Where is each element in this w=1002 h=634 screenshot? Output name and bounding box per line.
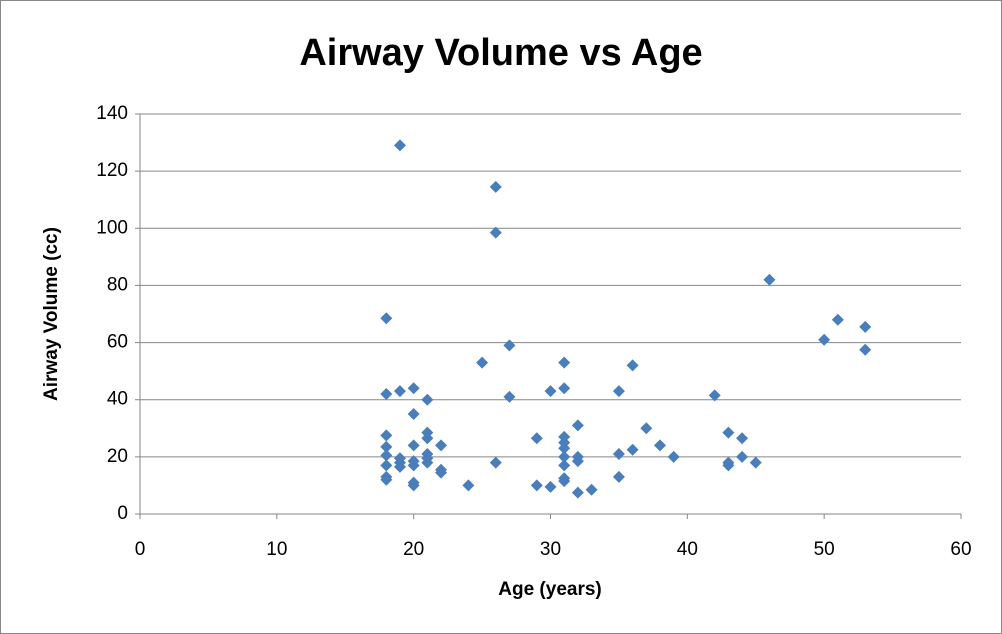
point <box>489 180 502 193</box>
x-tick-label: 40 <box>677 539 698 560</box>
point <box>380 473 393 486</box>
y-tick-label: 120 <box>96 160 128 181</box>
point <box>612 470 625 483</box>
point <box>421 432 434 445</box>
point <box>489 456 502 469</box>
point <box>571 486 584 499</box>
point <box>544 385 557 398</box>
point <box>558 442 571 455</box>
point <box>571 419 584 432</box>
point <box>831 313 844 326</box>
y-tick-label: 60 <box>107 332 128 353</box>
point <box>380 388 393 400</box>
point <box>393 460 406 473</box>
point <box>407 382 420 395</box>
point <box>763 273 776 286</box>
point <box>489 226 502 239</box>
point <box>558 475 571 488</box>
point <box>462 479 475 492</box>
y-axis-label: Airway Volume (cc) <box>41 227 62 401</box>
point <box>749 456 762 469</box>
point <box>571 455 584 468</box>
y-tick-label: 20 <box>107 446 128 467</box>
y-tick-label: 140 <box>96 103 128 124</box>
point <box>626 359 639 372</box>
point <box>435 439 448 452</box>
point <box>653 439 666 452</box>
point <box>736 432 749 445</box>
point <box>380 449 393 462</box>
point <box>407 439 420 452</box>
point <box>476 356 489 369</box>
point <box>503 390 516 403</box>
point <box>626 443 639 456</box>
point <box>380 429 393 442</box>
point <box>380 312 393 325</box>
point <box>503 339 516 352</box>
point <box>708 389 721 402</box>
point <box>859 320 872 333</box>
point <box>435 466 448 479</box>
point <box>530 432 543 445</box>
point <box>640 422 653 435</box>
point <box>407 408 420 420</box>
point <box>407 459 420 472</box>
point <box>530 479 543 492</box>
x-tick-label: 50 <box>814 539 835 560</box>
x-tick-label: 0 <box>135 539 146 560</box>
point <box>722 426 735 439</box>
point <box>421 393 434 406</box>
point <box>393 385 406 398</box>
point <box>612 448 625 460</box>
x-axis-label: Age (years) <box>498 579 602 600</box>
point <box>722 459 735 472</box>
y-tick-label: 0 <box>117 503 128 524</box>
point <box>558 382 571 395</box>
x-tick-label: 60 <box>950 539 971 560</box>
point <box>393 139 406 152</box>
point <box>407 479 420 492</box>
point <box>558 459 571 472</box>
x-tick-label: 20 <box>403 539 424 560</box>
y-tick-label: 80 <box>107 274 128 295</box>
point <box>818 333 831 346</box>
x-tick-label: 30 <box>540 539 561 560</box>
point <box>544 480 557 493</box>
point <box>667 450 680 463</box>
point <box>380 459 393 472</box>
point <box>421 456 434 469</box>
point <box>558 356 571 369</box>
point <box>859 343 872 356</box>
point <box>380 440 393 453</box>
point <box>585 483 598 496</box>
point <box>558 450 571 463</box>
chart-title: Airway Volume vs Age <box>299 32 702 74</box>
x-tick-label: 10 <box>266 539 287 560</box>
point <box>736 450 749 463</box>
point <box>612 385 625 398</box>
y-tick-label: 100 <box>96 217 128 238</box>
y-tick-label: 40 <box>107 389 128 410</box>
